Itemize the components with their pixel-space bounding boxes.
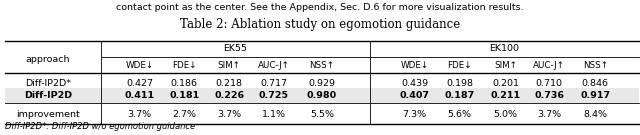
Text: 3.7%: 3.7%	[537, 110, 561, 119]
Text: Diff-IP2D*: Diff-IP2D*	[25, 79, 71, 87]
Text: 0.186: 0.186	[171, 79, 198, 87]
Text: Diff-IP2D*: Diff-IP2D w/o egomotion guidance: Diff-IP2D*: Diff-IP2D w/o egomotion guid…	[5, 122, 195, 131]
Text: 8.4%: 8.4%	[583, 110, 607, 119]
Text: 2.7%: 2.7%	[172, 110, 196, 119]
Text: 0.717: 0.717	[260, 79, 287, 87]
Text: WDE↓: WDE↓	[401, 61, 429, 70]
Text: 0.201: 0.201	[492, 79, 519, 87]
Text: SIM↑: SIM↑	[494, 61, 517, 70]
Text: 5.6%: 5.6%	[447, 110, 472, 119]
Text: AUC-J↑: AUC-J↑	[533, 61, 565, 70]
Text: 0.929: 0.929	[308, 79, 335, 87]
Text: NSS↑: NSS↑	[582, 61, 608, 70]
Text: 0.427: 0.427	[126, 79, 153, 87]
Text: 0.187: 0.187	[444, 91, 475, 100]
Text: NSS↑: NSS↑	[309, 61, 335, 70]
Text: 0.725: 0.725	[259, 91, 289, 100]
Text: AUC-J↑: AUC-J↑	[258, 61, 290, 70]
Text: Diff-IP2D: Diff-IP2D	[24, 91, 72, 100]
FancyBboxPatch shape	[5, 88, 639, 103]
Text: improvement: improvement	[16, 110, 80, 119]
Text: 0.218: 0.218	[216, 79, 243, 87]
Text: 5.5%: 5.5%	[310, 110, 334, 119]
Text: 0.407: 0.407	[400, 91, 429, 100]
Text: 0.198: 0.198	[446, 79, 473, 87]
Text: approach: approach	[26, 55, 70, 64]
Text: SIM↑: SIM↑	[218, 61, 241, 70]
Text: 5.0%: 5.0%	[493, 110, 518, 119]
Text: FDE↓: FDE↓	[447, 61, 472, 70]
Text: 0.917: 0.917	[580, 91, 611, 100]
Text: Table 2: Ablation study on egomotion guidance: Table 2: Ablation study on egomotion gui…	[180, 18, 460, 31]
Text: 0.980: 0.980	[307, 91, 337, 100]
Text: EK100: EK100	[490, 44, 519, 53]
Text: 0.736: 0.736	[534, 91, 564, 100]
Text: 0.211: 0.211	[490, 91, 521, 100]
Text: 7.3%: 7.3%	[403, 110, 427, 119]
Text: 0.439: 0.439	[401, 79, 428, 87]
Text: 0.710: 0.710	[536, 79, 563, 87]
Text: 0.411: 0.411	[124, 91, 155, 100]
Text: contact point as the center. See the Appendix, Sec. D.6 for more visualization r: contact point as the center. See the App…	[116, 3, 524, 12]
Text: 3.7%: 3.7%	[217, 110, 241, 119]
Text: EK55: EK55	[223, 44, 248, 53]
Text: FDE↓: FDE↓	[172, 61, 196, 70]
Text: 0.226: 0.226	[214, 91, 244, 100]
Text: WDE↓: WDE↓	[125, 61, 154, 70]
Text: 3.7%: 3.7%	[127, 110, 152, 119]
Text: 0.846: 0.846	[582, 79, 609, 87]
Text: 0.181: 0.181	[169, 91, 200, 100]
Text: 1.1%: 1.1%	[262, 110, 286, 119]
